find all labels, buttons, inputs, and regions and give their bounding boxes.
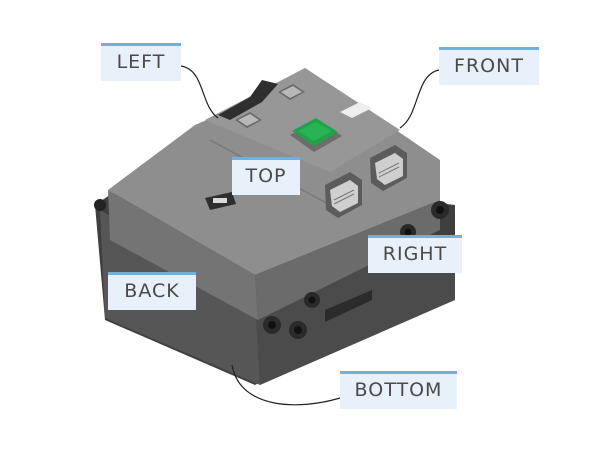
side-switch-icon bbox=[205, 192, 236, 210]
label-right: RIGHT bbox=[368, 235, 462, 273]
rear-connector bbox=[218, 80, 278, 120]
hub-base-front-face bbox=[255, 240, 455, 385]
leader-lines bbox=[180, 65, 440, 406]
port-front-a-icon bbox=[325, 172, 362, 218]
port-front-b-icon bbox=[370, 145, 407, 191]
label-bottom: BOTTOM bbox=[340, 371, 457, 409]
label-left: LEFT bbox=[101, 43, 181, 81]
label-front: FRONT bbox=[439, 47, 539, 85]
leader-front bbox=[399, 69, 440, 129]
base-slot bbox=[325, 290, 372, 322]
hub-top-left-face bbox=[108, 190, 258, 320]
leader-bottom bbox=[231, 364, 341, 406]
hub-top-front-face bbox=[255, 200, 440, 320]
port-left-b-icon bbox=[278, 84, 305, 100]
green-button-icon bbox=[290, 118, 342, 152]
leader-left bbox=[180, 65, 219, 119]
port-left-a-icon bbox=[235, 112, 262, 128]
hub-top-plate bbox=[205, 68, 400, 172]
status-light-strip bbox=[340, 102, 372, 118]
label-back: BACK bbox=[108, 272, 196, 310]
label-top: TOP bbox=[232, 157, 300, 195]
